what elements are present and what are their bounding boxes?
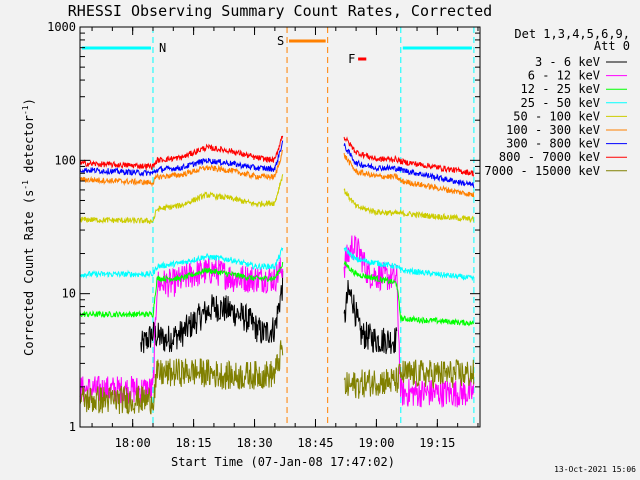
legend-entry-label: 7000 - 15000 keV <box>484 164 600 178</box>
legend-header-attenuator: Att 0 <box>594 39 630 53</box>
legend-entry-label: 300 - 800 keV <box>506 137 600 151</box>
series-line <box>79 135 475 178</box>
flag-label-s: S <box>277 34 284 48</box>
x-tick-label: 18:00 <box>115 436 151 450</box>
legend-entry-label: 100 - 300 keV <box>506 123 600 137</box>
series-lines <box>79 135 475 415</box>
flag-label-f: F <box>348 52 355 66</box>
x-tick-label: 19:15 <box>419 436 455 450</box>
legend-entry-label: 6 - 12 keV <box>528 69 600 83</box>
legend-entry-label: 12 - 25 keV <box>521 82 600 96</box>
y-axis-label-part-3: ) <box>22 98 36 105</box>
y-tick-label: 1000 <box>47 20 76 34</box>
x-tick-label: 18:15 <box>176 436 212 450</box>
series-line <box>79 340 475 415</box>
legend-header-detectors: Det 1,3,4,5,6,9, <box>514 27 630 41</box>
y-axis-label-sup-2: -1 <box>21 105 30 115</box>
series-line <box>79 140 475 188</box>
flag-label-n: N <box>159 41 166 55</box>
x-tick-label: 19:00 <box>358 436 394 450</box>
series-line <box>79 246 474 282</box>
y-tick-label: 1 <box>69 420 76 434</box>
plot-frame <box>79 26 481 428</box>
observing-annotations: N S F <box>81 27 475 427</box>
series-line <box>79 174 475 225</box>
y-axis-label: Corrected Count Rate (s-1 detector-1) <box>21 98 36 356</box>
axes: 18:00 18:15 18:30 18:45 19:00 19:15 1 10 100 1000 <box>47 20 480 450</box>
legend-entry-label: 800 - 7000 keV <box>499 150 600 164</box>
y-tick-label: 100 <box>54 153 76 167</box>
x-tick-label: 18:30 <box>236 436 272 450</box>
y-axis-label-sup-1: -1 <box>21 180 30 190</box>
legend-entry-label: 3 - 6 keV <box>535 55 600 69</box>
series-line <box>79 261 475 327</box>
y-axis-label-part-1: Corrected Count Rate (s <box>22 190 36 356</box>
series-line <box>79 149 475 198</box>
chart-title: RHESSI Observing Summary Count Rates, Co… <box>68 2 492 20</box>
series-line <box>140 270 398 355</box>
x-axis-label: Start Time (07-Jan-08 17:47:02) <box>171 455 395 469</box>
y-tick-label: 10 <box>62 287 76 301</box>
y-axis-label-part-2: detector <box>22 115 36 180</box>
x-tick-label: 18:45 <box>297 436 333 450</box>
date-stamp: 13-Oct-2021 15:06 <box>554 465 636 474</box>
legend-entry-label: 25 - 50 keV <box>521 96 600 110</box>
legend-entry-label: 50 - 100 keV <box>513 109 600 123</box>
